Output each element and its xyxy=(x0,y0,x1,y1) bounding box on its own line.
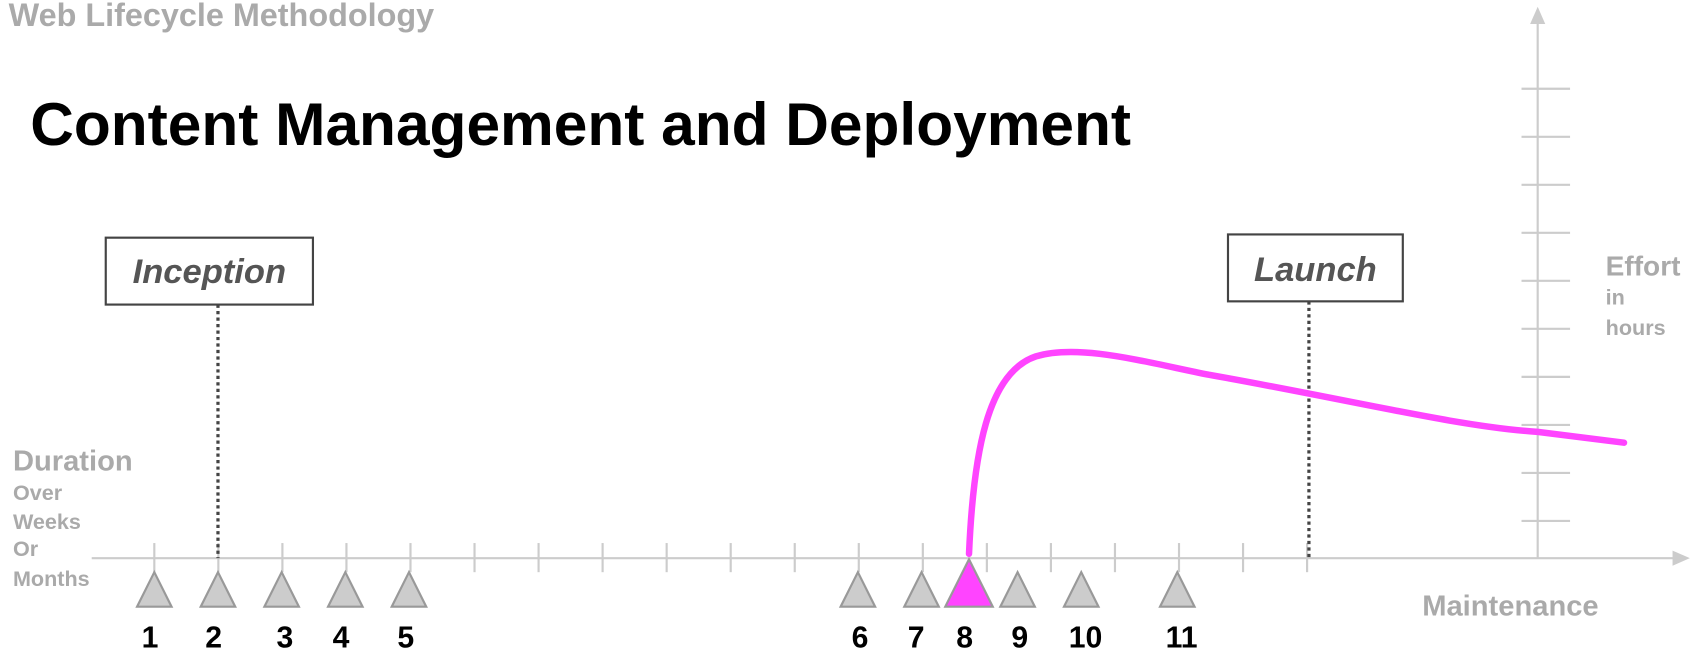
ticks xyxy=(153,87,1571,573)
milestone-label: 1 xyxy=(142,622,159,648)
milestone-marker xyxy=(389,569,428,608)
y-arrow xyxy=(1530,6,1546,25)
milestone-marker xyxy=(198,569,237,608)
x-axis-sub: Months xyxy=(13,566,90,591)
milestone-marker xyxy=(326,569,365,608)
y-axis-label: Effort xyxy=(1606,250,1681,281)
x-axis-sub: Weeks xyxy=(13,509,81,534)
x-axis-end-label: Maintenance xyxy=(1422,590,1598,622)
milestone-marker xyxy=(902,569,941,608)
x-arrow xyxy=(1672,550,1690,566)
header-title: Web Lifecycle Methodology xyxy=(9,0,435,33)
milestone-label: 3 xyxy=(276,622,293,648)
milestone-marker xyxy=(943,556,995,608)
launch-box xyxy=(1226,233,1404,303)
milestone-marker xyxy=(1158,569,1197,608)
x-axis-label: Duration xyxy=(13,446,133,478)
milestone-label: 5 xyxy=(397,622,414,648)
inception-label: Inception xyxy=(133,253,286,291)
milestone-marker xyxy=(998,569,1037,608)
milestone-label: 7 xyxy=(908,622,925,648)
inception-box xyxy=(104,236,315,306)
milestone-label: 10 xyxy=(1069,622,1103,648)
milestone-label: 9 xyxy=(1011,622,1028,648)
milestone-label: 8 xyxy=(956,622,973,648)
milestone-marker xyxy=(838,569,877,608)
milestone-marker xyxy=(135,569,174,608)
x-axis-sub: Over xyxy=(13,480,63,505)
launch-label: Launch xyxy=(1254,251,1377,289)
milestone-label: 11 xyxy=(1166,622,1198,648)
milestone-marker xyxy=(1062,569,1101,608)
milestone-label: 4 xyxy=(333,622,350,648)
milestones: 1 2 3 4 5 6 7 8 9 10 11 xyxy=(135,556,1198,648)
x-axis-sub: Or xyxy=(13,536,39,561)
slide-title: Content Management and Deployment xyxy=(30,90,1131,158)
y-axis-sub: hours xyxy=(1606,315,1666,340)
y-axis-sub: in xyxy=(1606,285,1625,310)
milestone-marker xyxy=(262,569,301,608)
effort-curve xyxy=(965,348,1628,558)
milestone-label: 2 xyxy=(205,622,222,648)
milestone-label: 6 xyxy=(852,622,869,648)
